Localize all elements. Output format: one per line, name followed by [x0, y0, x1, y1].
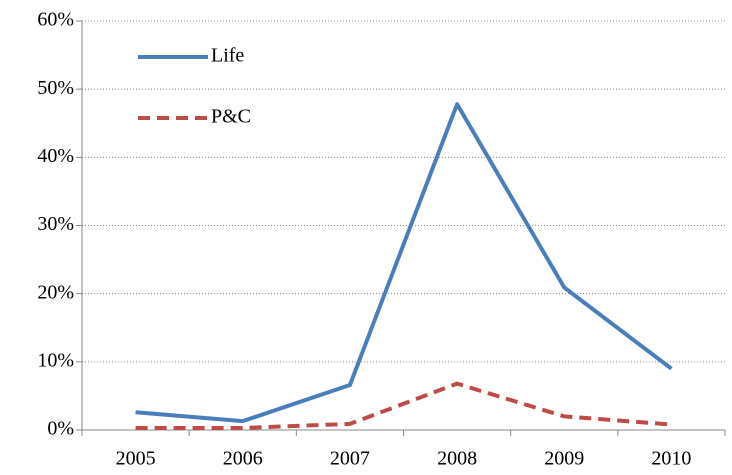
y-tick-label: 20% — [37, 281, 74, 303]
x-tick-label: 2009 — [544, 448, 584, 470]
y-tick-label: 60% — [37, 9, 74, 31]
legend-label: Life — [211, 45, 244, 67]
data-line — [135, 102, 673, 424]
y-tick-label: 0% — [47, 418, 74, 440]
x-tick-label: 2008 — [437, 448, 477, 470]
y-tick-label: 50% — [37, 77, 74, 99]
data-line — [135, 381, 672, 430]
x-tick-label: 2006 — [223, 448, 263, 470]
y-tick-label: 30% — [37, 213, 74, 235]
y-tick-label: 10% — [37, 349, 74, 371]
legend-label: P&C — [211, 106, 251, 128]
x-tick-label: 2010 — [651, 448, 691, 470]
y-tick-label: 40% — [37, 145, 74, 167]
x-tick-label: 2005 — [116, 448, 156, 470]
x-tick-label: 2007 — [330, 448, 370, 470]
